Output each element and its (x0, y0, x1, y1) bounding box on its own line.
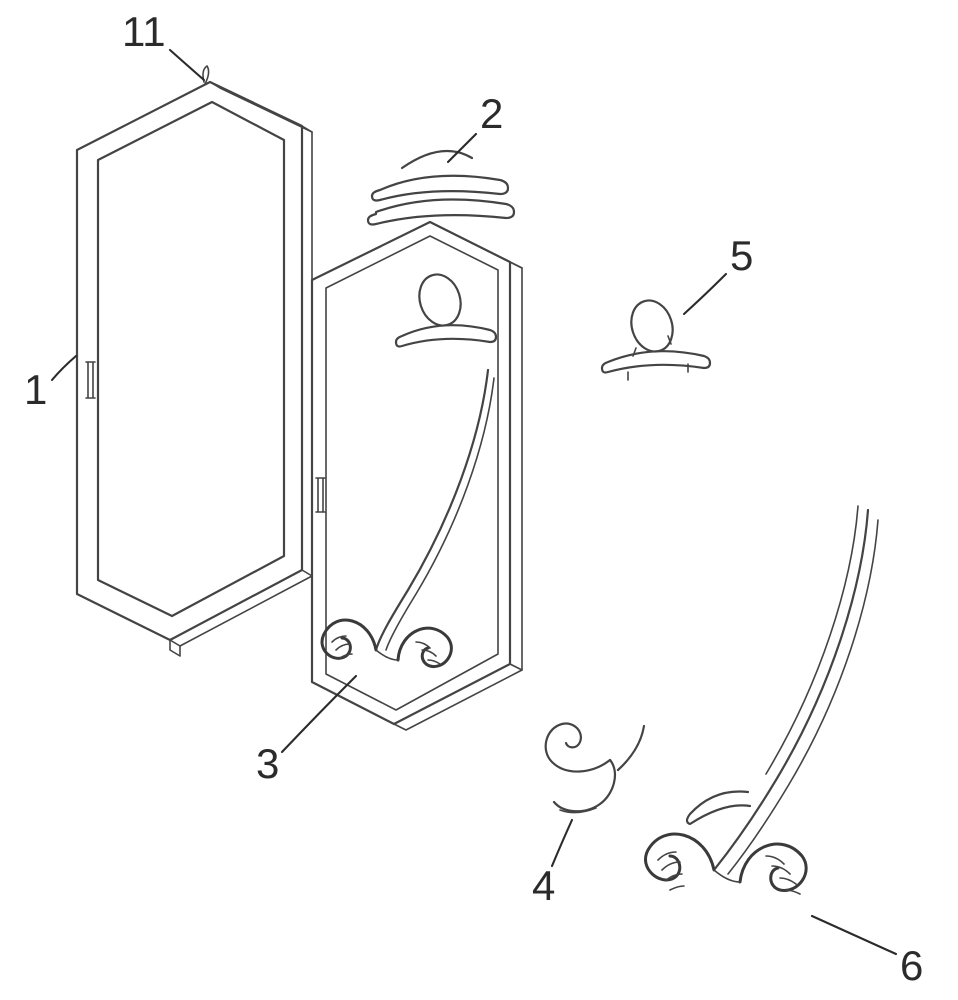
part-scroll-cutout (546, 723, 644, 812)
callouts: 1 11 2 5 3 4 6 (24, 8, 923, 989)
callout-4-label: 4 (532, 862, 555, 909)
callout-2-label: 2 (480, 90, 503, 137)
callout-6-label: 6 (900, 942, 923, 989)
part-corner-tab (203, 66, 209, 84)
callout-11-label: 11 (122, 8, 166, 55)
part-wave-applique (645, 506, 878, 894)
exploded-diagram: 1 11 2 5 3 4 6 (0, 0, 958, 1000)
panel-wave-relief (322, 370, 494, 667)
leader-3 (282, 676, 356, 752)
leader-5 (684, 274, 726, 314)
part-oval-slot-insert (602, 295, 710, 380)
leader-6 (812, 916, 896, 954)
leader-11 (170, 50, 204, 80)
callout-5-label: 5 (730, 232, 753, 279)
part-door-panel (312, 222, 522, 730)
callout-1-label: 1 (24, 366, 47, 413)
leader-1 (52, 356, 76, 380)
part-top-slot-strips (368, 151, 514, 225)
leader-4 (552, 820, 572, 866)
callout-3-label: 3 (256, 740, 279, 787)
part-outer-frame (77, 66, 312, 656)
